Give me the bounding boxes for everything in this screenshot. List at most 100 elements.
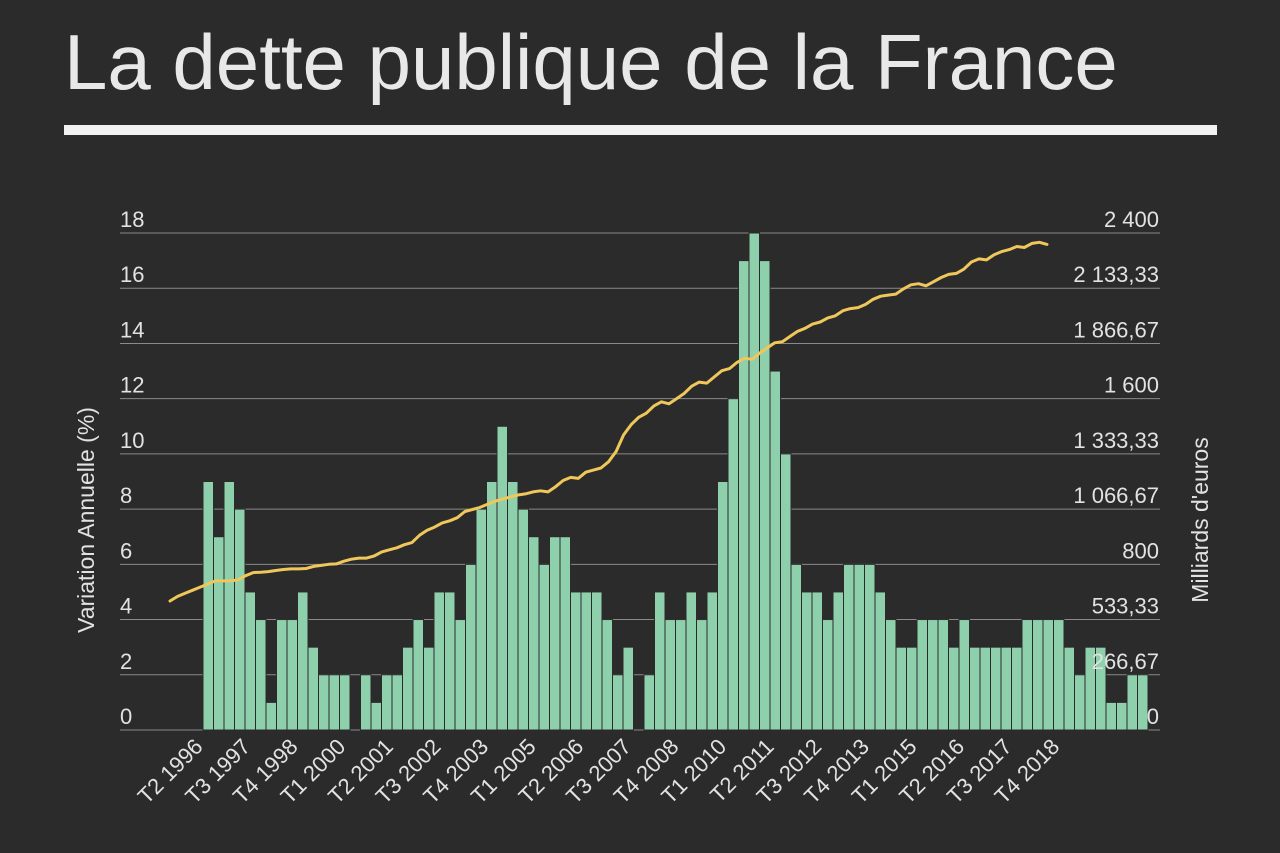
- bar: [213, 536, 225, 731]
- bar: [664, 619, 676, 731]
- bar: [717, 481, 729, 731]
- bar: [696, 619, 708, 731]
- bar: [1105, 701, 1117, 731]
- right-axis-title: Milliards d'euros: [1187, 437, 1213, 602]
- bar: [391, 674, 403, 731]
- bar: [1063, 646, 1075, 731]
- bar: [1032, 619, 1044, 731]
- bar: [244, 591, 256, 731]
- bar: [601, 619, 613, 731]
- bar: [255, 619, 267, 731]
- bar: [360, 674, 372, 731]
- right-tick-label: 800: [1122, 538, 1159, 563]
- bar: [853, 563, 865, 731]
- bar: [276, 619, 288, 731]
- left-tick-label: 6: [120, 538, 132, 563]
- bar: [1021, 619, 1033, 731]
- bar: [580, 591, 592, 731]
- bar: [801, 591, 813, 731]
- bar: [885, 619, 897, 731]
- bar: [874, 591, 886, 731]
- bar: [685, 591, 697, 731]
- bar: [780, 453, 792, 731]
- bar: [307, 646, 319, 731]
- bar: [769, 370, 781, 731]
- bar: [675, 619, 687, 731]
- bar: [486, 481, 498, 731]
- bar: [507, 481, 519, 731]
- bar: [1011, 646, 1023, 731]
- right-tick-label: 1 866,67: [1073, 317, 1159, 342]
- bar: [969, 646, 981, 731]
- bar: [286, 619, 298, 731]
- bar: [612, 674, 624, 731]
- left-axis-title: Variation Annuelle (%): [73, 407, 99, 633]
- bar: [370, 701, 382, 731]
- right-tick-label: 533,33: [1092, 594, 1159, 619]
- right-tick-label: 2 400: [1104, 207, 1159, 232]
- title-underline: [64, 125, 1217, 135]
- right-tick-label: 266,67: [1092, 649, 1159, 674]
- bar: [622, 646, 634, 731]
- left-tick-label: 14: [120, 317, 144, 342]
- bar: [265, 701, 277, 731]
- bar: [822, 619, 834, 731]
- bar: [402, 646, 414, 731]
- left-tick-label: 2: [120, 649, 132, 674]
- left-tick-label: 8: [120, 483, 132, 508]
- bar: [1137, 674, 1149, 731]
- left-tick-label: 0: [120, 704, 132, 729]
- bar: [748, 232, 760, 731]
- bar: [1095, 646, 1107, 731]
- bar: [475, 508, 487, 731]
- bar: [759, 260, 771, 731]
- bar: [864, 563, 876, 731]
- right-tick-label: 1 600: [1104, 373, 1159, 398]
- bar: [465, 563, 477, 731]
- bar: [895, 646, 907, 731]
- bar: [706, 591, 718, 731]
- right-axis-ticks: 0 266,67 533,33 800 1 066,67 1 333,33 1 600 1 8…: [1073, 207, 1159, 729]
- bar: [381, 674, 393, 731]
- bar: [223, 481, 235, 731]
- bar: [444, 591, 456, 731]
- bar: [654, 591, 666, 731]
- bar: [727, 398, 739, 731]
- bar: [538, 563, 550, 731]
- bar: [811, 591, 823, 731]
- right-tick-label: 2 133,33: [1073, 262, 1159, 287]
- bar: [328, 674, 340, 731]
- right-tick-label: 0: [1147, 704, 1159, 729]
- bar: [1074, 674, 1086, 731]
- bar: [496, 425, 508, 731]
- bar: [423, 646, 435, 731]
- left-tick-label: 12: [120, 373, 144, 398]
- bar: [832, 591, 844, 731]
- bar: [559, 536, 571, 731]
- bar: [1042, 619, 1054, 731]
- bar: [412, 619, 424, 731]
- bar: [234, 508, 246, 731]
- bar: [1053, 619, 1065, 731]
- bar: [1126, 674, 1138, 731]
- left-tick-label: 4: [120, 594, 132, 619]
- bar: [990, 646, 1002, 731]
- bar: [927, 619, 939, 731]
- bar: [916, 619, 928, 731]
- bar: [591, 591, 603, 731]
- line-series: [168, 240, 1049, 603]
- left-tick-label: 10: [120, 428, 144, 453]
- bar: [738, 260, 750, 731]
- bar: [937, 619, 949, 731]
- bar: [843, 563, 855, 731]
- right-tick-label: 1 333,33: [1073, 428, 1159, 453]
- bar: [958, 619, 970, 731]
- left-tick-label: 16: [120, 262, 144, 287]
- bar: [297, 591, 309, 731]
- bar: [318, 674, 330, 731]
- bar: [570, 591, 582, 731]
- bar: [202, 481, 214, 731]
- chart-title: La dette publique de la France: [64, 18, 1118, 106]
